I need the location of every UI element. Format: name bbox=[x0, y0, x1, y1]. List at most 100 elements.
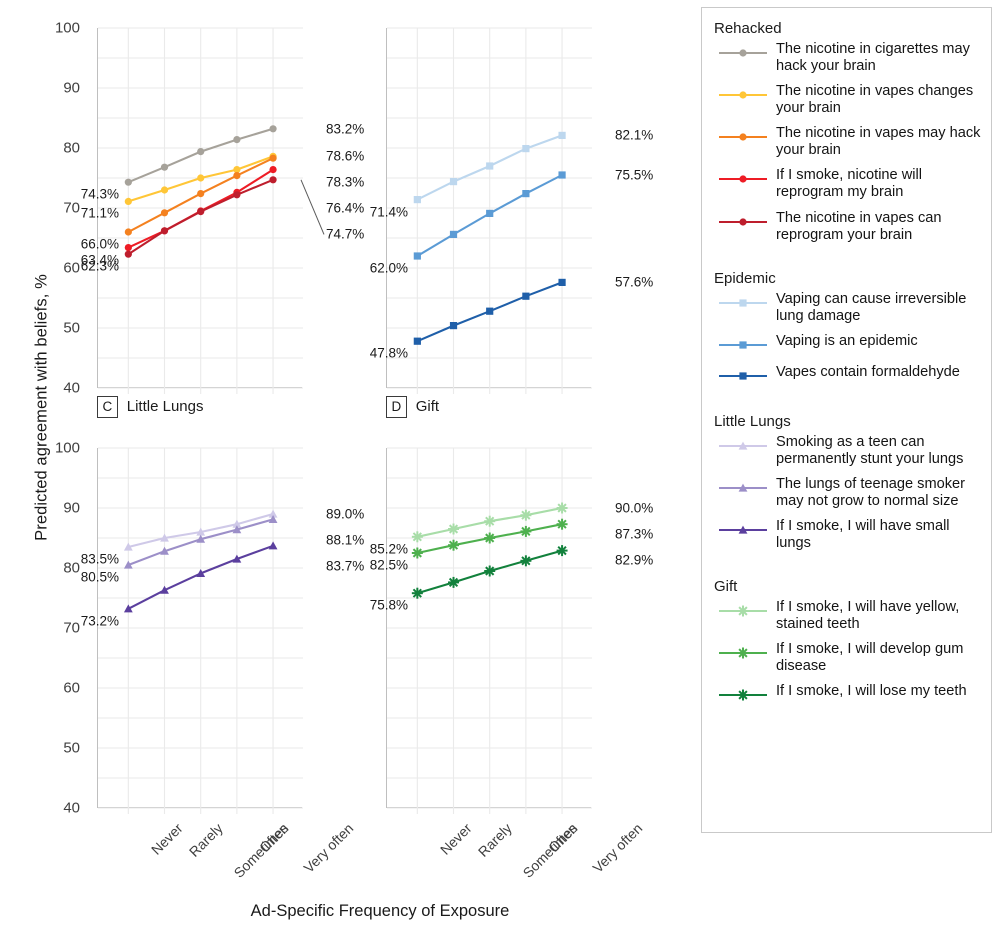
legend-group-spacer bbox=[714, 252, 981, 264]
y-tick-label: 60 bbox=[63, 679, 80, 697]
series-end-value-label: 57.6% bbox=[615, 274, 654, 290]
legend-group-title: Little Lungs bbox=[714, 412, 791, 430]
legend-circle-marker-icon bbox=[718, 213, 768, 233]
series-end-value-label: 83.7% bbox=[326, 558, 365, 574]
legend-item-label: The lungs of teenage smoker may not grow… bbox=[776, 475, 966, 509]
series-start-value-label: 82.5% bbox=[369, 557, 408, 573]
series-start-value-label: 73.2% bbox=[80, 613, 119, 629]
series-start-value-label: 71.4% bbox=[369, 204, 408, 220]
series-start-value-label: 62.3% bbox=[80, 258, 119, 274]
legend-circle-marker-icon bbox=[718, 170, 768, 190]
legend-item[interactable]: If I smoke, I will have small lungs bbox=[714, 518, 981, 552]
y-tick-label: 40 bbox=[63, 379, 80, 397]
legend-group-title: Gift bbox=[714, 578, 738, 596]
leader-line bbox=[300, 179, 325, 235]
legend-item[interactable]: The nicotine in cigarettes may hack your… bbox=[714, 41, 981, 75]
legend-item-label: If I smoke, nicotine will reprogram my b… bbox=[776, 167, 922, 201]
panel-c: C Little Lungs 83.5% 80.5% 73.2% 89.0% 88.1% 83… bbox=[81, 396, 364, 814]
x-tick-label: Often bbox=[255, 820, 292, 856]
legend-item[interactable]: The nicotine in vapes changes your brain bbox=[714, 83, 981, 117]
legend: Rehacked The nicotine in cigarettes may h… bbox=[701, 7, 992, 833]
x-tick-label: Very often bbox=[589, 820, 646, 876]
panel-title: Gift bbox=[415, 398, 440, 416]
y-tick-label: 100 bbox=[54, 19, 80, 37]
series-end-value-label: 82.1% bbox=[615, 127, 654, 143]
panel-letter-badge: D bbox=[386, 396, 407, 418]
series-start-value-label: 75.8% bbox=[369, 597, 408, 613]
legend-item[interactable]: Vaping can cause irreversible lung damag… bbox=[714, 291, 981, 325]
series-end-value-label: 82.9% bbox=[615, 552, 654, 568]
legend-item-label: If I smoke, I will have yellow, stained … bbox=[776, 599, 960, 633]
legend-item-label: The nicotine in vapes changes your brain bbox=[776, 83, 974, 117]
x-tick-label: Very often bbox=[300, 820, 357, 876]
legend-square-marker-icon bbox=[718, 367, 768, 387]
legend-triangle-marker-icon bbox=[718, 521, 768, 541]
panel-letter-badge: C bbox=[97, 396, 118, 418]
series-end-value-label: 76.4% bbox=[326, 200, 365, 216]
legend-item[interactable]: The nicotine in vapes may hack your brai… bbox=[714, 125, 981, 159]
legend-item[interactable]: Vaping is an epidemic bbox=[714, 333, 981, 356]
series-end-value-label: 83.2% bbox=[326, 121, 365, 137]
series-end-value-label: 89.0% bbox=[326, 506, 365, 522]
legend-item[interactable]: Smoking as a teen can permanently stunt … bbox=[714, 434, 981, 468]
y-tick-label: 70 bbox=[63, 619, 80, 637]
legend-group-spacer bbox=[714, 395, 981, 407]
series-end-value-label: 87.3% bbox=[615, 526, 654, 542]
series-start-value-label: 83.5% bbox=[80, 551, 119, 567]
legend-item[interactable]: The nicotine in vapes can reprogram your… bbox=[714, 210, 981, 244]
legend-triangle-marker-icon bbox=[718, 437, 768, 457]
legend-circle-marker-icon bbox=[718, 86, 768, 106]
series-end-value-label: 78.3% bbox=[326, 174, 365, 190]
series-end-value-label: 90.0% bbox=[615, 500, 654, 516]
x-tick-label: Often bbox=[544, 820, 581, 856]
series-start-value-label: 71.1% bbox=[80, 205, 119, 221]
legend-group-title: Rehacked bbox=[714, 20, 782, 37]
legend-item-label: Vaping can cause irreversible lung damag… bbox=[776, 290, 967, 324]
legend-asterisk-marker-icon bbox=[718, 602, 768, 622]
legend-item[interactable]: The lungs of teenage smoker may not grow… bbox=[714, 476, 981, 510]
legend-circle-marker-icon bbox=[718, 44, 768, 64]
legend-item[interactable]: If I smoke, I will have yellow, stained … bbox=[714, 599, 981, 633]
y-tick-label: 50 bbox=[63, 739, 80, 757]
panel-header: D Gift bbox=[386, 396, 439, 418]
legend-square-marker-icon bbox=[718, 336, 768, 356]
legend-item-label: If I smoke, I will lose my teeth bbox=[776, 683, 967, 700]
legend-group-title: Epidemic bbox=[714, 269, 776, 287]
y-tick-label: 90 bbox=[63, 79, 80, 97]
panel-d: D Gift 85.2% 82.5% 75.8% 90.0% 87.3% 82.9% bbox=[370, 396, 653, 814]
y-tick-label: 90 bbox=[63, 499, 80, 517]
y-tick-label: 70 bbox=[63, 199, 80, 217]
series-start-value-label: 62.0% bbox=[369, 260, 408, 276]
legend-circle-marker-icon bbox=[718, 128, 768, 148]
y-tick-label: 60 bbox=[63, 259, 80, 277]
series-start-value-label: 80.5% bbox=[80, 569, 119, 585]
y-tick-label: 50 bbox=[63, 319, 80, 337]
legend-group-spacer bbox=[714, 560, 981, 572]
legend-item-label: If I smoke, I will have small lungs bbox=[776, 518, 950, 552]
legend-item[interactable]: If I smoke, I will develop gum disease bbox=[714, 641, 981, 675]
plot-area bbox=[386, 27, 592, 394]
panel-a: ARehacked74.3%71.1%66.0%63.4%62.3%83.2%7… bbox=[81, 0, 364, 394]
legend-item[interactable]: If I smoke, I will lose my teeth bbox=[714, 683, 981, 706]
legend-asterisk-marker-icon bbox=[718, 686, 768, 706]
legend-item[interactable]: Vapes contain formaldehyde bbox=[714, 364, 981, 387]
series-start-value-label: 47.8% bbox=[369, 345, 408, 361]
series-start-value-label: 66.0% bbox=[80, 236, 119, 252]
x-tick-label: Rarely bbox=[474, 820, 515, 860]
x-tick-label: Rarely bbox=[185, 820, 226, 860]
legend-item-label: If I smoke, I will develop gum disease bbox=[776, 641, 964, 675]
legend-item-label: The nicotine in vapes can reprogram your… bbox=[776, 209, 942, 243]
series-end-value-label: 74.7% bbox=[326, 226, 365, 242]
series-end-value-label: 88.1% bbox=[326, 532, 365, 548]
series-start-value-label: 85.2% bbox=[369, 541, 408, 557]
panel-header: C Little Lungs bbox=[97, 396, 203, 418]
x-tick-label: Never bbox=[437, 820, 476, 858]
legend-asterisk-marker-icon bbox=[718, 644, 768, 664]
legend-item[interactable]: If I smoke, nicotine will reprogram my b… bbox=[714, 167, 981, 201]
panel-b: BEpidemic71.4%62.0%47.8%82.1%75.5%57.6% bbox=[370, 0, 653, 394]
series-end-value-label: 75.5% bbox=[615, 167, 654, 183]
series-end-value-label: 78.6% bbox=[326, 148, 365, 164]
legend-item-label: The nicotine in cigarettes may hack your… bbox=[776, 41, 970, 75]
plot-area bbox=[97, 447, 303, 814]
legend-square-marker-icon bbox=[718, 294, 768, 314]
